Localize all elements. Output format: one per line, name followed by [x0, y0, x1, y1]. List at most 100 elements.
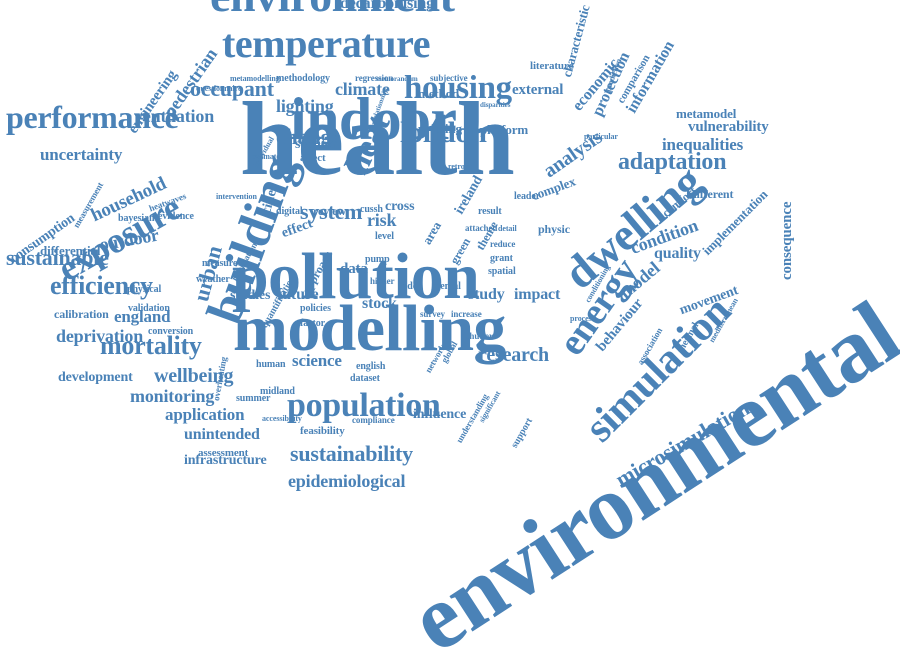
word-metamodelling: metamodelling — [230, 74, 280, 84]
word-review: review — [313, 203, 347, 218]
word-method: method — [418, 85, 460, 101]
word-london: london — [400, 115, 487, 149]
word-deprivation: deprivation — [56, 325, 144, 346]
word-consequence: consequence — [779, 201, 795, 280]
word-sustainability: sustainability — [290, 441, 413, 467]
word-intervention: intervention — [216, 192, 257, 202]
word-summer: summer — [236, 392, 271, 404]
word-digital: digital — [276, 205, 303, 217]
word-dataset: dataset — [350, 372, 380, 384]
word-survey: survey — [420, 309, 445, 320]
word-infrastructure: infrastructure — [184, 453, 267, 469]
word-literature: literature — [530, 59, 574, 72]
word-midland: midland — [260, 385, 295, 397]
word-indoor: indoor — [290, 86, 457, 152]
word-quality: quality — [654, 245, 701, 263]
word-factor: factor — [300, 317, 325, 329]
word-conversion: conversion — [148, 325, 194, 337]
word-detail: detail — [498, 224, 517, 234]
word-priming: priming — [418, 120, 462, 136]
word-monitoring: monitoring — [130, 385, 215, 406]
word-support: support — [509, 416, 535, 450]
word-cross: cross — [385, 199, 415, 215]
word-disparities: disparities — [480, 101, 511, 110]
word-evidence: evidence — [158, 210, 194, 222]
word-methodology: methodology — [276, 72, 330, 84]
word-research: research — [478, 344, 549, 366]
word-study: study — [468, 286, 505, 304]
word-temperature: temperature — [222, 21, 431, 66]
word-pollution: pollution — [232, 239, 480, 313]
word-decarbonising: decarbonising — [340, 0, 434, 13]
word-validation: validation — [128, 302, 170, 314]
word-application: application — [165, 404, 245, 424]
word-occupant: occupant — [190, 76, 274, 102]
word-physic: physic — [538, 221, 570, 236]
word-differential: differential — [40, 242, 101, 258]
word-higher: higher — [370, 276, 395, 287]
word-human: human — [256, 358, 286, 370]
word-risk: risk — [367, 209, 397, 230]
word-unintended: unintended — [184, 426, 260, 444]
word-england: england — [114, 306, 171, 326]
word-sustainable: sustainable — [6, 245, 109, 271]
word-retrofit: retrofit — [448, 162, 472, 172]
word-questionnaire: questionnaire — [196, 84, 242, 94]
word-environment: environment — [210, 0, 455, 19]
word-particular: particular — [584, 132, 618, 142]
word-inequalities: inequalities — [662, 134, 744, 154]
word-radon: radon — [398, 280, 424, 292]
word-influence: influence — [413, 407, 467, 423]
word-spatial: spatial — [488, 265, 516, 277]
word-population: population — [287, 387, 441, 425]
word-efficiency: efficiency — [50, 270, 153, 300]
word-reduce: reduce — [490, 239, 516, 250]
word-performance: performance — [6, 98, 179, 135]
word-mental: mental — [432, 280, 461, 292]
word-weather: weather — [196, 273, 230, 285]
word-system: system — [300, 199, 363, 225]
word-metamodel: metamodel — [676, 105, 737, 121]
word-feasibility: feasibility — [300, 424, 345, 437]
word-measure: measure — [202, 257, 238, 269]
word-stock: stock — [362, 295, 397, 313]
word-result: result — [478, 205, 502, 217]
word-compliance: compliance — [352, 415, 395, 426]
word-studies: studies — [230, 288, 271, 304]
word-change: change — [276, 124, 341, 150]
word-cussh: cussh — [360, 203, 383, 215]
word-health: health — [240, 79, 515, 197]
word-assessment: assessment — [198, 446, 249, 459]
word-affect: affect — [300, 151, 326, 164]
word-bayesian: bayesian — [118, 212, 155, 224]
word-attached: attached — [465, 223, 498, 234]
word-different: different — [690, 186, 734, 201]
word-uncertainty: uncertainty — [40, 144, 123, 164]
word-platform: platform — [480, 121, 529, 137]
word-leader: leader — [514, 190, 541, 202]
word-impact: impact — [514, 286, 561, 304]
word-development: development — [58, 370, 133, 386]
word-modelling: modelling — [233, 291, 506, 365]
word-subjective: subjective — [430, 73, 468, 84]
word-section: section — [295, 137, 336, 153]
word-future: future — [277, 286, 319, 304]
word-external: external — [512, 82, 564, 99]
word-process: process — [570, 314, 595, 324]
word-physical: physical — [127, 283, 162, 295]
word-vulnerability: vulnerability — [688, 119, 769, 136]
word-policies: policies — [300, 302, 331, 314]
word-data: data — [340, 261, 368, 278]
word-memorandum: memorandum — [376, 75, 418, 84]
word-regression: regression — [355, 73, 394, 84]
word-pump: pump — [365, 253, 390, 265]
word-epidemiological: epidemiological — [288, 470, 406, 491]
word-lighting: lighting — [276, 95, 334, 116]
word-wellbeing: wellbeing — [154, 365, 234, 387]
word-accessibility: accessibility — [262, 414, 302, 424]
word-calibration: calibration — [54, 306, 109, 321]
word-estimate: estimate — [252, 152, 280, 162]
word-level: level — [375, 230, 394, 242]
word-shutter: shutter — [466, 331, 493, 342]
word-adaptation: adaptation — [618, 148, 727, 175]
